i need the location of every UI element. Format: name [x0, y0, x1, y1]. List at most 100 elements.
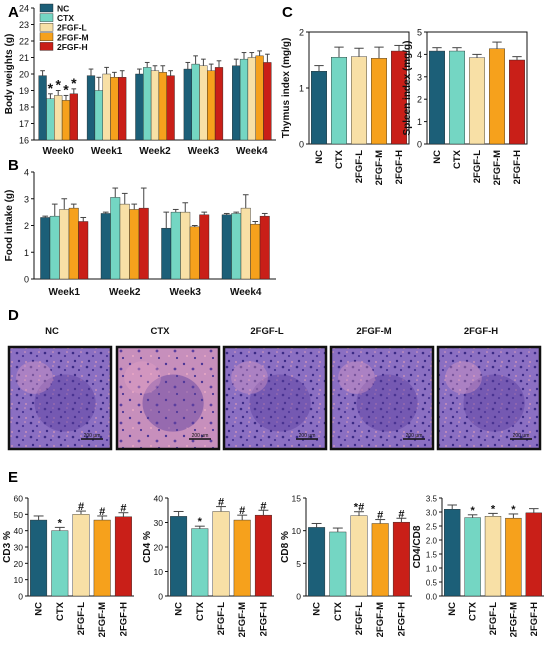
x-tick-label: NC: [34, 602, 45, 616]
y-tick-label: 22: [19, 37, 29, 47]
y-tick-label: 10: [154, 567, 164, 577]
x-tick-label: CTX: [452, 149, 463, 169]
y-tick-label: 17: [19, 119, 29, 129]
significance-star: *: [55, 77, 61, 93]
tissue-nodule: [34, 374, 96, 432]
significance-mark: #: [377, 510, 383, 522]
significance-mark: #: [218, 497, 224, 509]
bar-2fgf-m: [371, 58, 388, 145]
bar-nc: [311, 70, 328, 145]
y-tick-label: 3: [417, 72, 422, 82]
x-tick-label: Week0: [42, 146, 74, 157]
x-tick-label: 2FGF-M: [375, 602, 386, 637]
x-tick-label: CTX: [55, 601, 66, 621]
x-tick-label: 2FGF-M: [374, 150, 385, 185]
y-tick-label: 3: [24, 194, 29, 204]
y-tick-label: 40: [154, 494, 164, 504]
tissue-region: [124, 361, 161, 394]
legend-label: 2FGF-M: [57, 32, 89, 42]
legend-swatch-2fgf-m: [39, 32, 54, 41]
bar-2fgf-l-week4: [240, 207, 251, 280]
micrograph-title: 2FGF-L: [250, 326, 283, 337]
bar-nc: [429, 50, 446, 145]
bar-2fgf-h-week3: [214, 67, 224, 141]
y-tick-label: 2: [417, 95, 422, 105]
bar-ctx-week3: [191, 63, 200, 141]
significance-mark: #: [239, 505, 245, 517]
bar-ctx-week3: [170, 211, 181, 280]
y-tick-label: 0: [417, 140, 422, 150]
bar-2fgf-h: [114, 516, 132, 597]
x-tick-label: NC: [447, 602, 458, 616]
y-tick-label: 3.0: [426, 509, 438, 518]
y-tick-label: 0.5: [426, 579, 438, 588]
panel-c-spleen-index: 0 1 2 3 4 5 Spleen index (mg/g) NC CTX 2FGF-L 2FGF…: [402, 28, 528, 185]
panel-e-cd4: 0 10 20 30 40 CD4 % NC * CTX #2FGF-L #2FGF-M #2FGF-…: [142, 494, 274, 637]
legend-label: 2FGF-H: [57, 42, 88, 52]
x-tick-label: 2FGF-M: [492, 150, 503, 185]
y-axis-label: Spleen index (mg/g): [402, 40, 413, 135]
tissue-region: [16, 361, 53, 394]
significance-mark: #: [120, 503, 126, 515]
y-tick-label: 10: [14, 575, 24, 585]
tissue-nodule: [356, 374, 418, 432]
x-tick-label: Week2: [139, 146, 171, 157]
bar-2fgf-l-week1: [59, 209, 70, 280]
significance-mark: #: [260, 500, 266, 512]
bar-2fgf-h-week1: [118, 77, 127, 141]
y-tick-label: 1.0: [426, 565, 438, 574]
x-tick-label: 2FGF-H: [512, 150, 523, 184]
bar-ctx-week2: [143, 67, 152, 141]
y-tick-label: 0: [24, 275, 29, 285]
x-tick-label: NC: [432, 150, 443, 164]
bar-nc: [308, 527, 326, 597]
bar-2fgf-m-week1: [110, 77, 119, 141]
bar-2fgf-h-week1: [78, 221, 89, 280]
panel-b-food-intake: 0 1 2 3 4 Food intake (g) Week1 Week2 Week3 Week4: [4, 168, 276, 298]
x-tick-label: Week4: [230, 287, 262, 298]
y-axis-label: CD3 %: [2, 531, 13, 563]
x-tick-label: NC: [312, 602, 323, 616]
tissue-nodule: [249, 374, 311, 432]
significance-mark: *: [511, 504, 516, 516]
bar-nc-week3: [161, 227, 172, 280]
y-tick-label: 4: [417, 50, 422, 60]
micrograph-border: [436, 345, 542, 451]
legend-label: CTX: [57, 13, 74, 23]
tissue-nodule: [142, 374, 204, 432]
bar-nc-week1: [86, 75, 96, 141]
bar-2fgf-l-week3: [180, 211, 191, 280]
y-axis-label: Body weights (g): [4, 34, 15, 115]
bar-2fgf-m-week2: [158, 72, 167, 141]
significance-star: *: [48, 80, 54, 96]
significance-star: *: [71, 75, 77, 91]
y-tick-label: 5: [296, 559, 301, 569]
significance-mark: *: [58, 517, 63, 529]
x-tick-label: CTX: [195, 601, 206, 621]
y-tick-label: 2.0: [426, 537, 438, 546]
bar-2fgf-l: [484, 516, 502, 597]
scale-label: 200 μm: [513, 433, 530, 439]
y-tick-label: 0: [296, 592, 301, 602]
bar-2fgf-h-week2: [166, 75, 175, 141]
y-tick-label: 23: [19, 20, 29, 30]
scale-label: 200 μm: [192, 433, 209, 439]
y-tick-label: 40: [14, 526, 24, 536]
significance-mark: #: [99, 506, 105, 518]
y-tick-label: 15: [292, 494, 302, 504]
micrograph-title: 2FGF-H: [464, 326, 498, 337]
bar-2fgf-l-week2: [150, 70, 160, 141]
x-tick-label: 2FGF-M: [97, 602, 108, 637]
y-tick-label: 0: [299, 140, 304, 150]
y-tick-label: 21: [19, 53, 29, 63]
x-tick-label: Week2: [109, 287, 141, 298]
bar-ctx: [331, 57, 348, 145]
y-tick-label: 3.5: [426, 495, 438, 504]
bar-ctx: [464, 517, 481, 597]
bar-2fgf-l-week1: [102, 73, 111, 141]
bar-2fgf-m: [505, 517, 522, 597]
micrograph-image: [224, 347, 326, 449]
x-tick-label: 2FGF-H: [396, 602, 407, 636]
micrograph-title: NC: [45, 326, 59, 337]
y-tick-label: 60: [14, 494, 24, 504]
